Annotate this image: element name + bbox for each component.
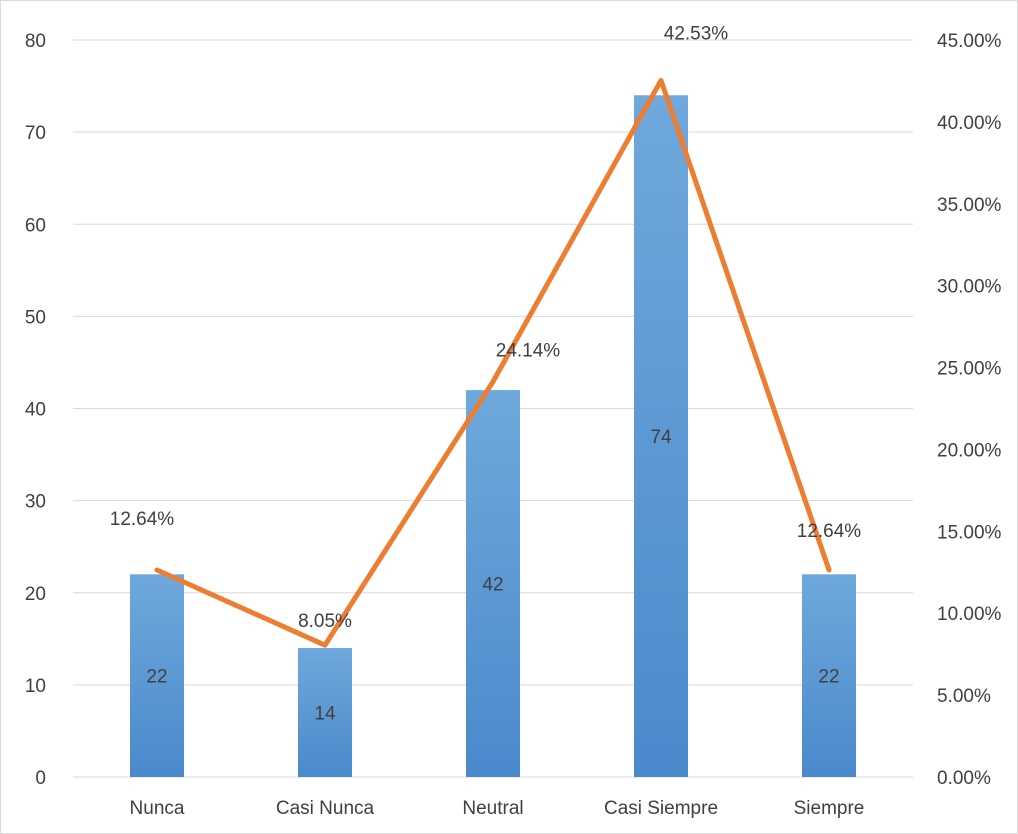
line-value-label: 8.05%: [298, 611, 352, 632]
bar-series: [130, 95, 856, 777]
right-tick-label: 40.00%: [937, 113, 1002, 134]
category-axis-labels: Nunca Casi Nunca Neutral Casi Siempre Siempr…: [130, 798, 865, 819]
right-tick-label: 45.00%: [937, 31, 1002, 52]
line-value-label: 12.64%: [110, 509, 175, 530]
bar-value-label: 14: [314, 704, 336, 725]
category-label: Casi Siempre: [604, 798, 718, 819]
left-axis-ticks: 0 10 20 30 40 50 60 70 80: [25, 31, 46, 789]
right-axis-ticks: 0.00% 5.00% 10.00% 15.00% 20.00% 25.00% 30.00%…: [937, 31, 1002, 789]
line-path: [154, 77, 832, 648]
right-tick-label: 5.00%: [937, 686, 991, 707]
line-value-label: 12.64%: [797, 521, 862, 542]
line-value-label: 42.53%: [664, 23, 729, 44]
bar: [298, 648, 352, 777]
bar-value-label: 42: [482, 575, 503, 596]
bar: [802, 574, 856, 777]
left-tick-label: 60: [25, 215, 46, 236]
right-tick-label: 20.00%: [937, 440, 1002, 461]
bar: [634, 95, 688, 777]
bar-value-label: 74: [650, 427, 672, 448]
bar-value-label: 22: [818, 667, 839, 688]
right-tick-label: 15.00%: [937, 522, 1002, 543]
left-tick-label: 10: [25, 676, 46, 697]
left-tick-label: 70: [25, 123, 46, 144]
right-tick-label: 10.00%: [937, 604, 1002, 625]
gridlines: [73, 39, 913, 778]
bar-data-labels: 22 14 42 74 22: [146, 427, 839, 724]
left-tick-label: 50: [25, 307, 46, 328]
bar: [466, 390, 520, 777]
bar: [130, 574, 184, 777]
category-label: Casi Nunca: [276, 798, 375, 819]
left-tick-label: 20: [25, 584, 46, 605]
left-tick-label: 40: [25, 400, 46, 421]
line-data-labels: 12.64% 8.05% 24.14% 42.53% 12.64%: [110, 23, 862, 632]
left-tick-label: 30: [25, 492, 46, 513]
bar-value-label: 22: [146, 667, 167, 688]
left-tick-label: 80: [25, 31, 46, 52]
right-tick-label: 30.00%: [937, 277, 1002, 298]
line-series: [154, 77, 832, 648]
right-tick-label: 0.00%: [937, 768, 991, 789]
category-label: Neutral: [462, 798, 523, 819]
line-value-label: 24.14%: [496, 341, 561, 362]
right-tick-label: 35.00%: [937, 195, 1002, 216]
category-label: Nunca: [130, 798, 185, 819]
category-label: Siempre: [794, 798, 865, 819]
right-tick-label: 25.00%: [937, 359, 1002, 380]
left-tick-label: 0: [35, 768, 46, 789]
